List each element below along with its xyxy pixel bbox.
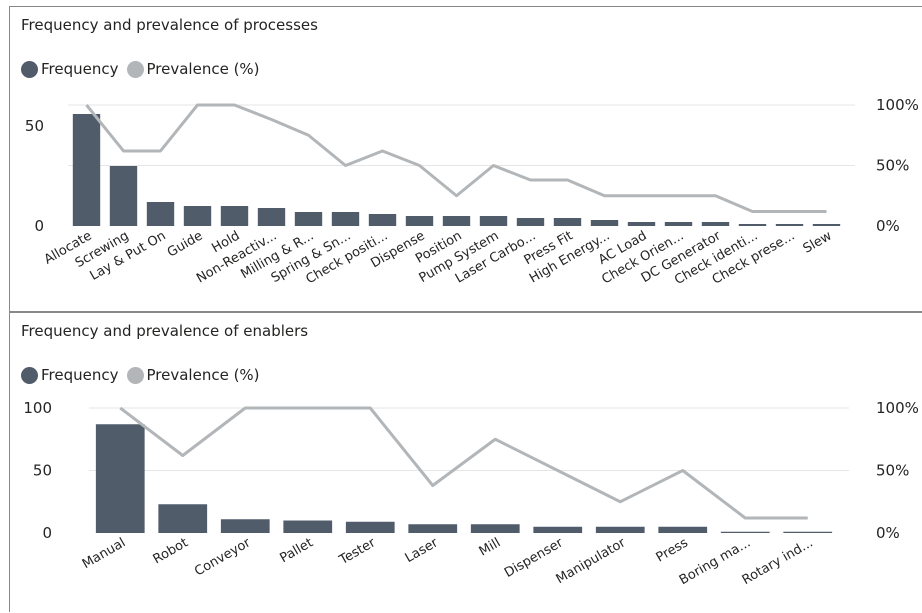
x-tick-label: Rotary ind...	[740, 535, 816, 588]
x-tick-label: Manual	[80, 535, 128, 572]
x-tick-label: Conveyor	[192, 535, 254, 579]
y-right-tick-label: 0%	[876, 217, 900, 235]
frequency-bar[interactable]	[783, 531, 833, 533]
frequency-bar[interactable]	[553, 218, 582, 226]
chart-legend: Frequency Prevalence (%)	[21, 366, 268, 384]
legend-frequency-label[interactable]: Frequency	[41, 366, 119, 384]
enablers-chart-panel: Frequency and prevalence of enablers Fre…	[9, 312, 922, 612]
y-right-tick-label: 100%	[876, 96, 919, 114]
y-right-tick-label: 0%	[876, 524, 900, 542]
frequency-bar[interactable]	[257, 208, 286, 226]
frequency-bar[interactable]	[516, 218, 545, 226]
frequency-bar[interactable]	[220, 519, 270, 533]
frequency-bar[interactable]	[595, 526, 645, 533]
x-tick-label: Laser	[403, 535, 442, 566]
frequency-bar[interactable]	[95, 424, 145, 533]
y-left-tick-label: 50	[33, 462, 52, 480]
enablers-chart-plot: 0 50 100 0% 50% 100% Manual Robot Conveyor Pallet…	[23, 399, 919, 588]
processes-chart-panel: Frequency and prevalence of processes Fr…	[9, 6, 922, 312]
legend-frequency-label[interactable]: Frequency	[41, 60, 119, 78]
frequency-bar[interactable]	[146, 202, 175, 226]
frequency-bar[interactable]	[627, 222, 656, 226]
chart-title: Frequency and prevalence of processes	[21, 16, 318, 34]
frequency-bar[interactable]	[158, 504, 208, 533]
frequency-bar[interactable]	[442, 216, 471, 226]
x-tick-label: Tester	[336, 535, 379, 568]
legend-prevalence-label[interactable]: Prevalence (%)	[146, 366, 260, 384]
chart-legend: Frequency Prevalence (%)	[21, 60, 268, 78]
x-tick-label: Guide	[165, 228, 206, 260]
x-tick-label: Mill	[477, 535, 504, 559]
x-tick-label: Manipulator	[554, 535, 629, 587]
frequency-bar[interactable]	[738, 224, 767, 226]
frequency-bar[interactable]	[701, 222, 730, 226]
frequency-bar[interactable]	[720, 531, 770, 533]
frequency-bar[interactable]	[775, 224, 804, 226]
frequency-bar[interactable]	[345, 521, 395, 533]
x-tick-label: Slew	[801, 228, 835, 256]
frequency-bar[interactable]	[368, 214, 397, 226]
frequency-bar[interactable]	[470, 524, 520, 533]
y-right-tick-label: 100%	[876, 399, 919, 417]
frequency-bar[interactable]	[405, 216, 434, 226]
legend-prevalence-swatch	[126, 366, 144, 384]
frequency-bar[interactable]	[408, 524, 458, 533]
x-tick-label: Robot	[151, 535, 191, 567]
legend-frequency-swatch	[21, 366, 38, 384]
prevalence-line[interactable]	[85, 103, 827, 213]
frequency-bar[interactable]	[183, 206, 212, 226]
legend-prevalence-label[interactable]: Prevalence (%)	[146, 60, 260, 78]
y-left-tick-label: 0	[34, 217, 44, 235]
x-tick-label: Pallet	[277, 535, 315, 566]
prevalence-line[interactable]	[119, 406, 808, 520]
frequency-bar[interactable]	[658, 526, 708, 533]
frequency-bar[interactable]	[533, 526, 583, 533]
y-left-tick-label: 0	[42, 524, 52, 542]
frequency-bar[interactable]	[109, 166, 138, 226]
y-right-tick-label: 50%	[876, 462, 909, 480]
frequency-bar[interactable]	[812, 224, 841, 226]
y-left-tick-label: 100	[23, 399, 52, 417]
frequency-bar[interactable]	[590, 220, 619, 226]
legend-frequency-swatch	[21, 60, 38, 78]
y-right-tick-label: 50%	[876, 157, 909, 175]
frequency-bar[interactable]	[294, 212, 323, 226]
frequency-bar[interactable]	[664, 222, 693, 226]
frequency-bar[interactable]	[72, 114, 101, 226]
frequency-bar[interactable]	[479, 216, 508, 226]
frequency-bar[interactable]	[220, 206, 249, 226]
legend-prevalence-swatch	[126, 60, 144, 78]
frequency-bar[interactable]	[331, 212, 360, 226]
frequency-bar[interactable]	[283, 520, 333, 534]
chart-title: Frequency and prevalence of enablers	[21, 322, 309, 340]
x-tick-label: Press	[654, 535, 691, 565]
y-left-tick-label: 50	[25, 117, 44, 135]
